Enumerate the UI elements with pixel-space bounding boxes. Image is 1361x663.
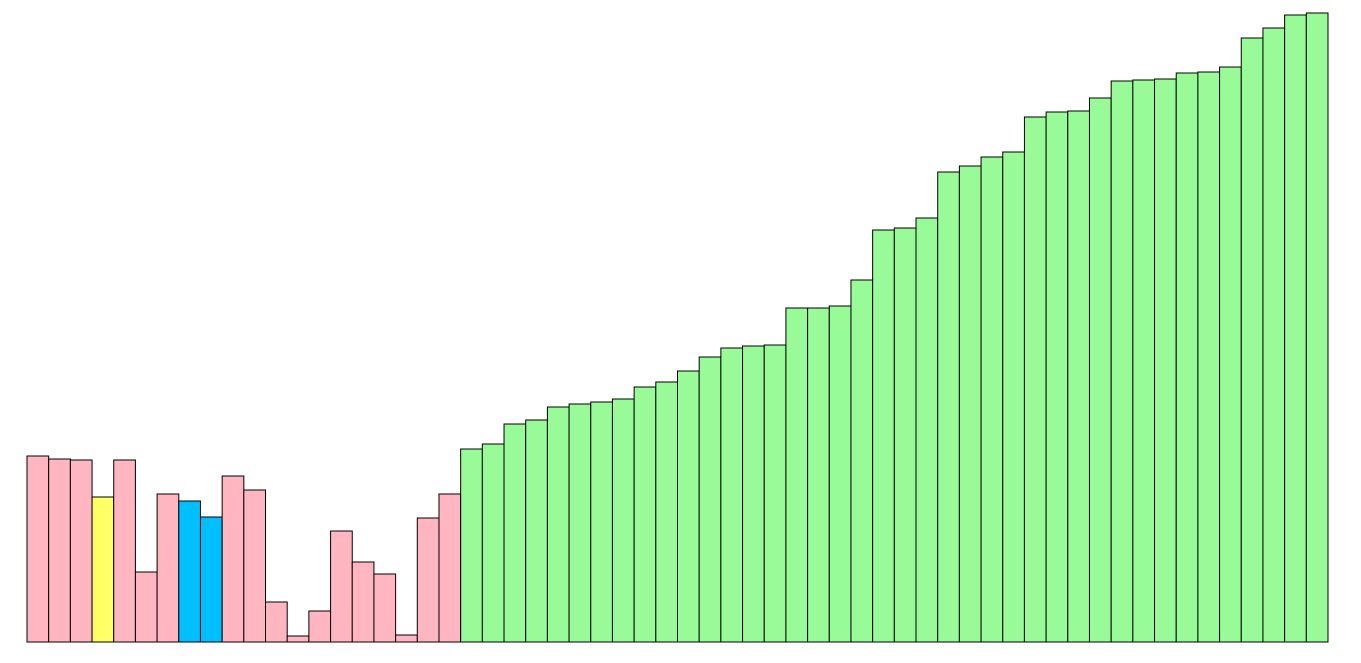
bar-4-compare [91,496,115,643]
bar-1-default [26,455,50,643]
bar-60-sorted [1305,12,1329,643]
bar-21-sorted [460,448,483,643]
bar-42-sorted [915,217,939,643]
bar-31-sorted [677,370,700,643]
bar-34-sorted [742,345,765,643]
bar-25-sorted [546,406,570,643]
bar-37-sorted [807,307,830,643]
bar-53-sorted [1154,78,1177,643]
bar-40-sorted [872,229,895,643]
bar-19-default [416,517,440,643]
bar-47-sorted [1023,116,1047,643]
bar-3-default [69,459,93,643]
bar-10-default [221,475,245,643]
bar-41-sorted [893,227,917,643]
bar-59-sorted [1284,14,1307,643]
bar-33-sorted [720,347,744,643]
bar-29-sorted [633,386,657,643]
bar-54-sorted [1175,72,1199,643]
bar-58-sorted [1262,27,1286,643]
bar-51-sorted [1110,80,1134,643]
bar-49-sorted [1067,110,1090,643]
bar-56-sorted [1219,66,1242,643]
bar-26-sorted [568,403,592,643]
bar-46-sorted [1002,151,1025,643]
bar-2-default [48,458,71,643]
bar-50-sorted [1088,97,1112,643]
bar-15-default [330,530,353,643]
bar-35-sorted [763,344,787,643]
bar-22-sorted [481,443,505,643]
bar-55-sorted [1197,71,1221,643]
bar-17-default [373,573,397,643]
bar-23-sorted [503,423,527,643]
bar-28-sorted [611,398,635,643]
bar-8-active [178,500,201,643]
bar-38-sorted [828,305,852,643]
bar-45-sorted [980,156,1004,643]
bar-6-default [134,571,158,643]
bar-52-sorted [1132,79,1156,643]
bar-57-sorted [1240,37,1264,643]
bar-39-sorted [850,279,874,643]
bar-13-default [286,635,310,643]
bar-18-default [395,634,418,643]
bar-43-sorted [937,171,960,643]
bar-30-sorted [655,381,679,643]
bar-36-sorted [785,307,809,643]
bar-32-sorted [698,356,722,643]
bar-48-sorted [1045,111,1069,643]
bar-20-default [438,493,462,643]
bar-14-default [308,610,332,643]
bar-7-default [156,493,180,643]
bar-24-sorted [525,419,548,643]
bar-16-default [351,561,375,643]
bar-5-default [113,459,136,643]
bar-12-default [265,601,288,643]
bar-11-default [243,489,267,643]
bar-44-sorted [958,165,982,643]
bars-group [26,12,1329,643]
bar-9-active [199,516,223,643]
bar-27-sorted [590,401,613,643]
